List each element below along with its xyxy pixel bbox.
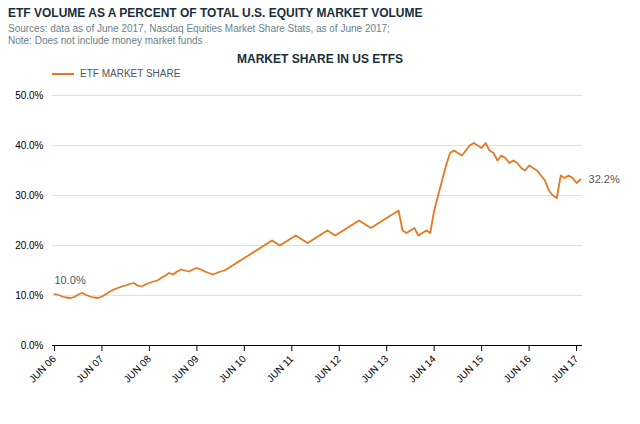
svg-text:40.0%: 40.0% (15, 140, 43, 151)
svg-text:JUN 09: JUN 09 (169, 353, 201, 385)
svg-text:JUN 10: JUN 10 (217, 353, 249, 385)
svg-text:10.0%: 10.0% (15, 290, 43, 301)
svg-text:JUN 15: JUN 15 (454, 353, 486, 385)
html-text:Sources: data as of June 2017,: Sources: data as of June 2017, Nasdaq Eq… (8, 23, 390, 34)
svg-text:0.0%: 0.0% (21, 340, 44, 351)
html-text:Note: Does not include money m: Note: Does not include money market fund… (8, 35, 203, 46)
svg-text:JUN 14: JUN 14 (406, 353, 438, 385)
svg-text:JUN 07: JUN 07 (74, 353, 106, 385)
svg-text:JUN 06: JUN 06 (27, 353, 59, 385)
svg-text:JUN 16: JUN 16 (501, 353, 533, 385)
html-text:MARKET SHARE IN US ETFS: MARKET SHARE IN US ETFS (237, 52, 403, 66)
svg-text:JUN 12: JUN 12 (312, 353, 344, 385)
svg-text:JUN 11: JUN 11 (265, 353, 296, 384)
svg-text:20.0%: 20.0% (15, 240, 43, 251)
html-text:ETF VOLUME AS A PERCENT OF TOT: ETF VOLUME AS A PERCENT OF TOTAL U.S. EQ… (8, 6, 423, 20)
svg-text:JUN 17: JUN 17 (549, 353, 581, 385)
svg-text:10.0%: 10.0% (54, 274, 85, 286)
svg-text:32.2%: 32.2% (589, 173, 620, 185)
svg-text:JUN 13: JUN 13 (359, 353, 391, 385)
svg-text:30.0%: 30.0% (15, 190, 43, 201)
html-text:ETF MARKET SHARE: ETF MARKET SHARE (80, 68, 181, 79)
svg-text:JUN 08: JUN 08 (122, 353, 154, 385)
svg-text:50.0%: 50.0% (15, 90, 43, 101)
